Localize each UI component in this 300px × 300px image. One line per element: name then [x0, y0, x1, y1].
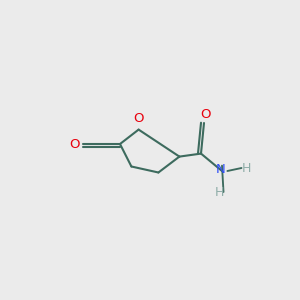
- Text: O: O: [200, 107, 211, 121]
- Text: N: N: [216, 163, 225, 176]
- Text: O: O: [70, 137, 80, 151]
- Text: H: H: [215, 186, 225, 199]
- Text: H: H: [242, 161, 252, 175]
- Text: O: O: [133, 112, 144, 125]
